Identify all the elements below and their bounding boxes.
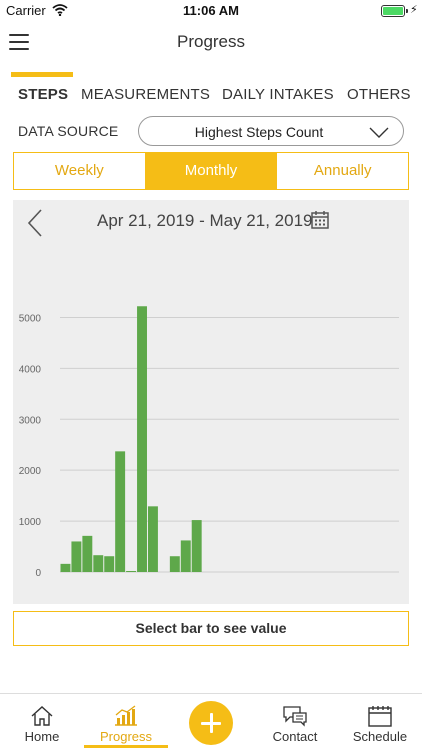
y-tick-label: 2000 bbox=[19, 466, 42, 477]
bottom-tab-home-label: Home bbox=[24, 729, 60, 744]
bottom-tab-contact-label: Contact bbox=[272, 729, 318, 744]
wifi-icon bbox=[52, 4, 68, 16]
data-source-label: DATA SOURCE bbox=[18, 123, 119, 139]
home-icon bbox=[31, 706, 53, 726]
chart-bar[interactable] bbox=[104, 556, 115, 572]
page-title: Progress bbox=[176, 32, 246, 51]
chart-bar[interactable] bbox=[137, 306, 147, 572]
tab-others[interactable]: OTHERS bbox=[347, 86, 411, 103]
y-tick-label: 5000 bbox=[19, 313, 42, 324]
plus-icon-bar bbox=[201, 722, 221, 725]
period-weekly[interactable]: Weekly bbox=[54, 162, 104, 179]
add-button[interactable] bbox=[189, 701, 233, 745]
chart-bar[interactable] bbox=[60, 563, 71, 572]
data-source-dropdown[interactable]: Highest Steps Count bbox=[138, 116, 404, 146]
chart-bar[interactable] bbox=[147, 506, 158, 572]
data-source-value: Highest Steps Count bbox=[194, 124, 324, 140]
bottom-tab-progress-label: Progress bbox=[99, 729, 153, 744]
chart-bar[interactable] bbox=[191, 520, 202, 572]
nav-bar: Progress bbox=[0, 22, 422, 66]
clock: 11:06 AM bbox=[183, 3, 239, 18]
tab-bar: STEPS MEASUREMENTS DAILY INTAKES OTHERS bbox=[0, 86, 422, 108]
active-tab-indicator bbox=[11, 72, 73, 77]
steps-bar-chart: 0 1000 2000 3000 4000 5000 bbox=[19, 306, 399, 579]
date-range-label: Apr 21, 2019 - May 21, 2019 bbox=[97, 211, 313, 230]
y-tick-label: 1000 bbox=[19, 517, 42, 528]
period-monthly[interactable]: Monthly bbox=[144, 153, 277, 189]
progress-chart-icon bbox=[115, 705, 137, 726]
chart-bar[interactable] bbox=[180, 540, 191, 572]
period-selector: Weekly Monthly Annually bbox=[13, 152, 409, 190]
chart-bar[interactable] bbox=[169, 556, 180, 572]
chart-bar[interactable] bbox=[126, 571, 137, 572]
chevron-down-icon bbox=[369, 127, 389, 138]
active-bottom-tab-indicator bbox=[84, 745, 168, 748]
bottom-tab-schedule-label: Schedule bbox=[352, 729, 408, 744]
y-tick-label: 3000 bbox=[19, 415, 42, 426]
chart-bar[interactable] bbox=[71, 541, 82, 572]
previous-period-icon[interactable] bbox=[27, 208, 43, 238]
bottom-tab-schedule[interactable]: Schedule bbox=[338, 694, 422, 750]
selected-bar-value-box: Select bar to see value bbox=[13, 611, 409, 646]
chat-bubbles-icon bbox=[283, 706, 307, 727]
charging-icon: ⚡ bbox=[410, 4, 418, 16]
tab-steps[interactable]: STEPS bbox=[18, 86, 69, 103]
calendar-icon bbox=[368, 706, 392, 727]
bottom-tab-contact[interactable]: Contact bbox=[253, 694, 337, 750]
period-annually[interactable]: Annually bbox=[276, 153, 408, 189]
status-bar: Carrier 11:06 AM ⚡ bbox=[0, 0, 422, 22]
y-tick-label: 0 bbox=[35, 568, 41, 579]
chart-bar[interactable] bbox=[115, 451, 126, 572]
battery-icon bbox=[381, 5, 405, 17]
chart-bar[interactable] bbox=[93, 555, 104, 572]
chart-card: 0 1000 2000 3000 4000 5000 Apr 21, 2019 - May… bbox=[13, 200, 409, 604]
calendar-icon[interactable] bbox=[311, 210, 329, 229]
hamburger-menu-icon[interactable] bbox=[9, 34, 29, 50]
tab-measurements[interactable]: MEASUREMENTS bbox=[81, 86, 211, 103]
battery-cap bbox=[406, 9, 408, 13]
bottom-tab-home[interactable]: Home bbox=[0, 694, 84, 750]
chart-bar[interactable] bbox=[82, 535, 93, 572]
tab-daily-intakes[interactable]: DAILY INTAKES bbox=[222, 86, 334, 103]
bottom-tab-progress[interactable]: Progress bbox=[84, 694, 168, 750]
carrier-label: Carrier bbox=[6, 3, 46, 18]
y-tick-label: 4000 bbox=[19, 364, 42, 375]
